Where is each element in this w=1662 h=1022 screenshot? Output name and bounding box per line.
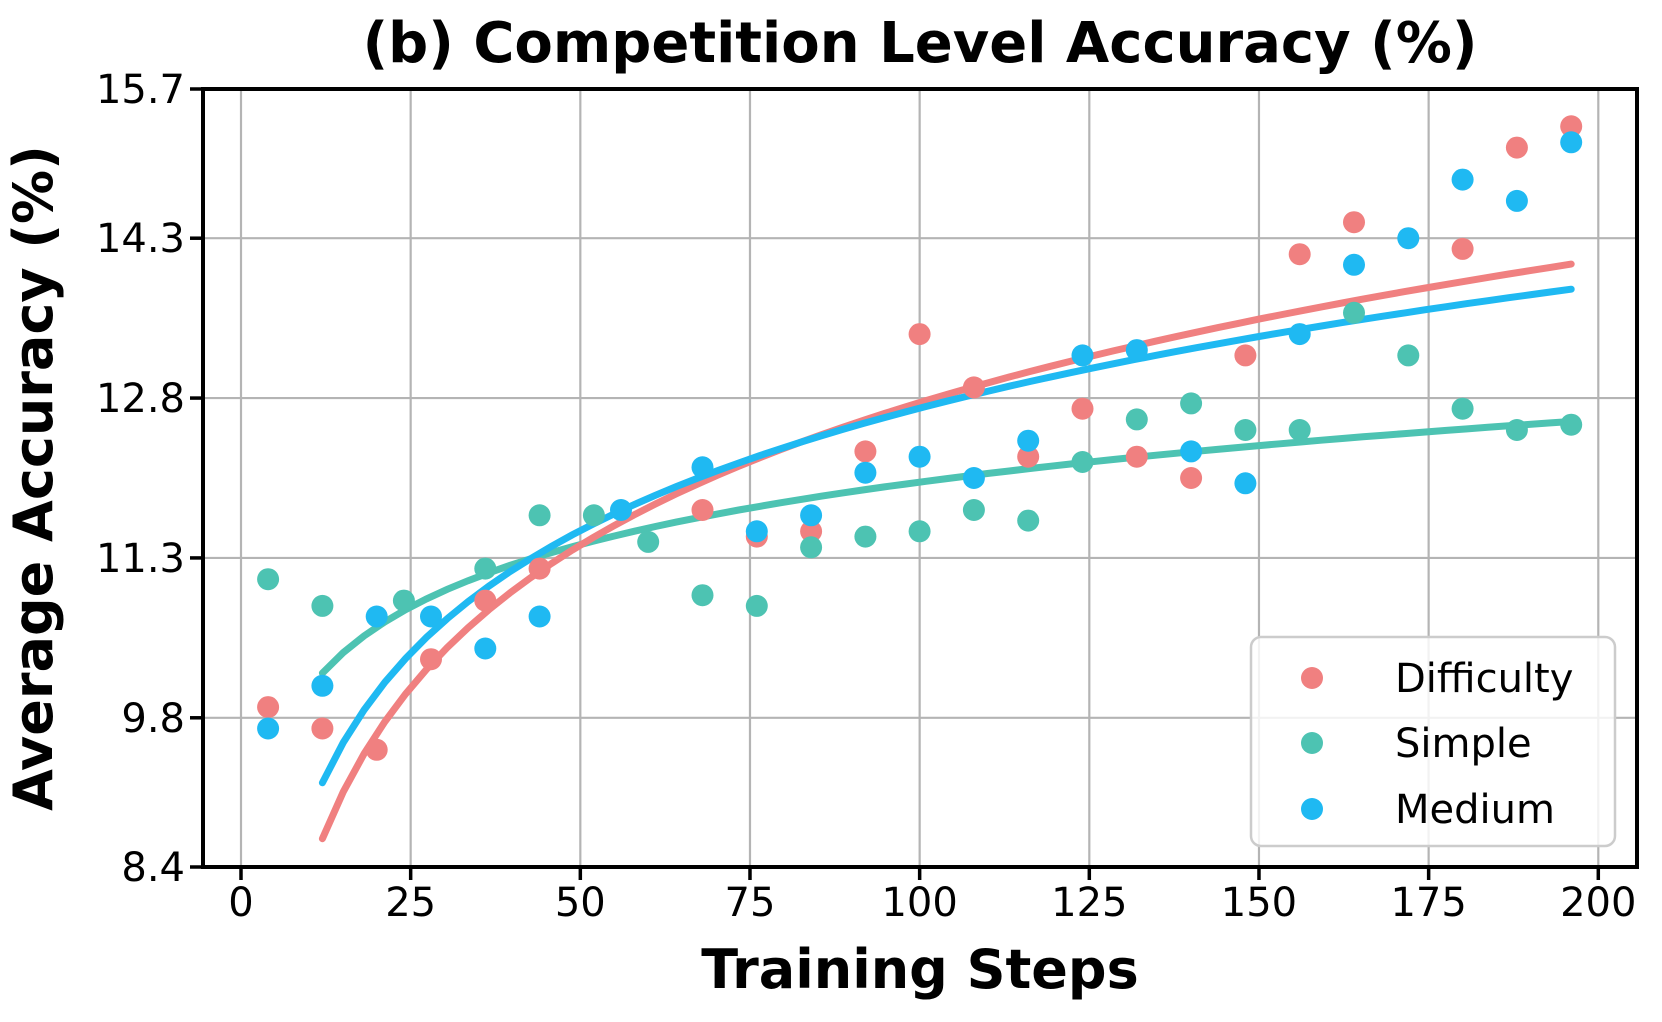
svg-text:8.4: 8.4	[121, 845, 185, 891]
svg-text:25: 25	[385, 880, 436, 926]
legend-item-simple: Simple	[1301, 721, 1532, 767]
svg-text:100: 100	[881, 880, 957, 926]
svg-text:0: 0	[228, 880, 253, 926]
svg-text:15.7: 15.7	[96, 67, 185, 113]
simple-marker-icon	[1301, 732, 1323, 754]
chart-title: (b) Competition Level Accuracy (%)	[363, 11, 1478, 76]
legend-label-simple: Simple	[1395, 721, 1532, 767]
trend-lines	[318, 260, 1575, 843]
legend-label-medium: Medium	[1395, 787, 1555, 833]
legend-box	[1249, 635, 1617, 848]
difficulty-marker-icon	[1301, 667, 1323, 689]
svg-text:175: 175	[1390, 880, 1466, 926]
svg-text:12.8: 12.8	[96, 376, 185, 422]
tick-marks-and-labels: 0 25 50 75 100 125 150 175 200 8.4 9.8 11.3 12.8 14.3…	[96, 67, 1637, 926]
svg-text:200: 200	[1560, 880, 1636, 926]
legend-label-difficulty: Difficulty	[1395, 656, 1573, 702]
svg-text:9.8: 9.8	[121, 696, 185, 742]
svg-text:11.3: 11.3	[96, 536, 185, 582]
legend-item-difficulty: Difficulty	[1301, 656, 1573, 702]
scatter-dots	[257, 115, 1583, 761]
svg-text:75: 75	[725, 880, 776, 926]
legend-item-medium: Medium	[1301, 787, 1555, 833]
x-axis-label: Training Steps	[701, 938, 1138, 1001]
y-axis-label: Average Accuracy (%)	[2, 145, 65, 811]
medium-marker-icon	[1301, 798, 1323, 820]
svg-text:50: 50	[555, 880, 606, 926]
svg-text:150: 150	[1221, 880, 1297, 926]
legend: Difficulty Simple Medium	[1249, 635, 1617, 848]
svg-text:14.3: 14.3	[96, 216, 185, 262]
svg-text:125: 125	[1051, 880, 1127, 926]
